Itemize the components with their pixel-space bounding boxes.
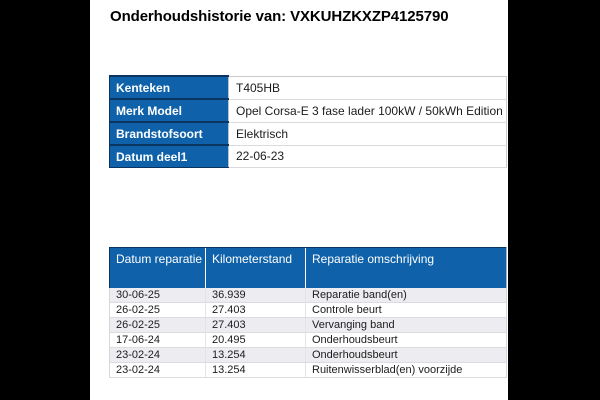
vehicle-label-cell: Datum deel1 [109, 144, 229, 168]
vehicle-info-table: Kenteken T405HB Merk Model Opel Corsa-E … [109, 75, 507, 168]
maintenance-row: 26-02-25 27.403 Vervanging band [109, 317, 507, 333]
vehicle-row: Merk Model Opel Corsa-E 3 fase lader 100… [109, 98, 507, 123]
maintenance-row: 23-02-24 13.254 Onderhoudsbeurt [109, 347, 507, 363]
repair-description-cell: Ruitenwisserblad(en) voorzijde [305, 362, 507, 378]
odometer-cell: 27.403 [205, 302, 306, 318]
repair-description-cell: Vervanging band [305, 317, 507, 333]
odometer-cell: 13.254 [205, 347, 306, 363]
report-page: Onderhoudshistorie van: VXKUHZKXZP412579… [90, 0, 508, 400]
odometer-cell: 20.495 [205, 332, 306, 348]
odometer-cell: 36.939 [205, 287, 306, 303]
maintenance-header-cell: Reparatie omschrijving [305, 247, 507, 288]
maintenance-header-row: Datum reparatie Kilometerstand Reparatie… [109, 247, 507, 288]
maintenance-row: 17-06-24 20.495 Onderhoudsbeurt [109, 332, 507, 348]
repair-date-cell: 23-02-24 [109, 347, 206, 363]
repair-date-cell: 26-02-25 [109, 302, 206, 318]
vehicle-row: Datum deel1 22-06-23 [109, 144, 507, 168]
vehicle-row: Brandstofsoort Elektrisch [109, 121, 507, 146]
vehicle-value-cell: 22-06-23 [228, 144, 507, 168]
repair-date-cell: 23-02-24 [109, 362, 206, 378]
repair-date-cell: 30-06-25 [109, 287, 206, 303]
maintenance-header-cell: Datum reparatie [109, 247, 206, 288]
vehicle-value-cell: Opel Corsa-E 3 fase lader 100kW / 50kWh … [228, 98, 507, 123]
repair-date-cell: 26-02-25 [109, 317, 206, 333]
vehicle-label-cell: Kenteken [109, 75, 229, 100]
vehicle-value-cell: T405HB [228, 75, 507, 100]
odometer-cell: 27.403 [205, 317, 306, 333]
vehicle-row: Kenteken T405HB [109, 75, 507, 100]
repair-description-cell: Onderhoudsbeurt [305, 347, 507, 363]
maintenance-header-cell: Kilometerstand [205, 247, 306, 288]
vehicle-value-cell: Elektrisch [228, 121, 507, 146]
page-title: Onderhoudshistorie van: VXKUHZKXZP412579… [110, 8, 449, 25]
repair-description-cell: Onderhoudsbeurt [305, 332, 507, 348]
odometer-cell: 13.254 [205, 362, 306, 378]
repair-description-cell: Reparatie band(en) [305, 287, 507, 303]
repair-description-cell: Controle beurt [305, 302, 507, 318]
maintenance-history-table: Datum reparatie Kilometerstand Reparatie… [109, 247, 507, 378]
maintenance-row: 30-06-25 36.939 Reparatie band(en) [109, 287, 507, 303]
maintenance-row: 23-02-24 13.254 Ruitenwisserblad(en) voo… [109, 362, 507, 378]
vehicle-label-cell: Merk Model [109, 98, 229, 123]
vehicle-label-cell: Brandstofsoort [109, 121, 229, 146]
repair-date-cell: 17-06-24 [109, 332, 206, 348]
maintenance-row: 26-02-25 27.403 Controle beurt [109, 302, 507, 318]
